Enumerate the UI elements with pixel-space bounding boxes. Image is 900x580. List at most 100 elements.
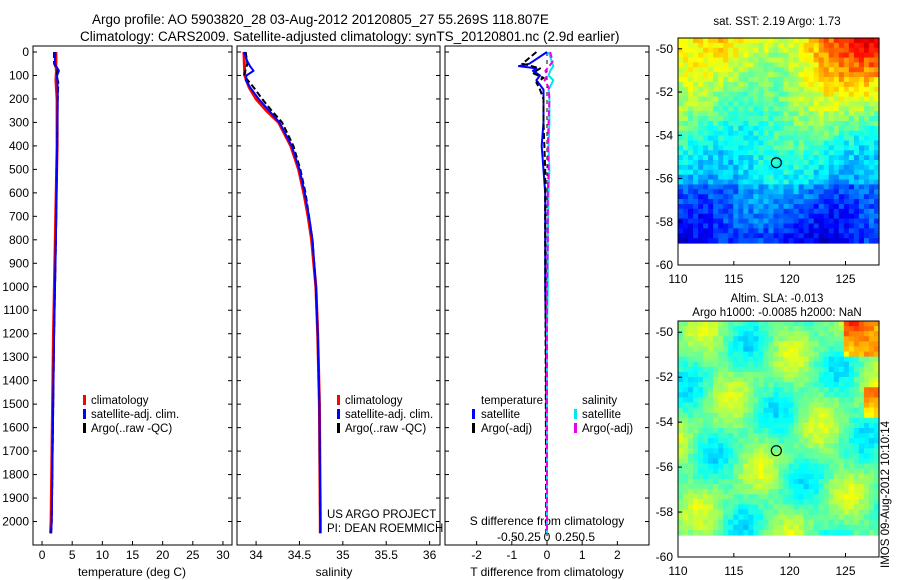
heatmap-cell: [693, 509, 699, 516]
heatmap-cell: [758, 382, 765, 388]
heatmap-cell: [778, 504, 785, 511]
y-tick-label: 1800: [2, 468, 29, 482]
heatmap-cell: [813, 120, 820, 127]
heatmap-cell: [678, 402, 684, 409]
heatmap-cell: [853, 489, 860, 495]
heatmap-cell: [738, 67, 744, 73]
heatmap-cell: [678, 453, 684, 460]
heatmap-cell: [753, 361, 760, 368]
heatmap-cell: [723, 160, 729, 166]
heatmap-cell: [708, 208, 714, 215]
heatmap-cell: [733, 218, 739, 225]
heatmap-cell: [858, 203, 865, 210]
heatmap-cell: [718, 160, 724, 166]
heatmap-cell: [843, 331, 850, 337]
heatmap-cell: [873, 135, 880, 142]
heatmap-cell: [863, 494, 870, 500]
heatmap-cell: [833, 101, 840, 107]
heatmap-cell: [763, 233, 770, 239]
heatmap-cell: [693, 194, 699, 200]
heatmap-cell: [733, 514, 739, 521]
heatmap-cell: [858, 377, 865, 383]
heatmap-cell: [828, 169, 835, 176]
heatmap-cell: [768, 223, 775, 229]
heatmap-cell: [813, 164, 820, 171]
heatmap-cell: [688, 428, 694, 434]
heatmap-cell: [853, 67, 860, 73]
heatmap-cell: [718, 238, 724, 244]
heatmap-cell: [818, 478, 825, 485]
heatmap-cell: [718, 494, 724, 500]
heatmap-cell: [873, 458, 880, 465]
heatmap-cell: [798, 199, 805, 205]
heatmap-cell: [833, 438, 840, 444]
heatmap-cell: [793, 422, 800, 429]
heatmap-cell: [808, 145, 815, 151]
heatmap-cell: [803, 228, 810, 234]
heatmap-cell: [788, 453, 795, 460]
heatmap-cell: [763, 238, 770, 244]
heatmap-cell: [793, 72, 800, 78]
heatmap-cell: [693, 484, 699, 490]
heatmap-cell: [678, 341, 684, 348]
heatmap-cell: [703, 72, 709, 78]
heatmap-cell: [858, 145, 865, 151]
heatmap-cell: [873, 336, 880, 342]
heatmap-cell: [778, 392, 785, 399]
heatmap-cell: [738, 155, 744, 161]
heatmap-cell: [678, 321, 684, 327]
heatmap-cell: [693, 135, 699, 142]
heatmap-cell: [708, 489, 714, 495]
y-tick-label: 1700: [2, 444, 29, 458]
heatmap-cell: [858, 422, 865, 429]
heatmap-cell: [768, 62, 775, 68]
heatmap-cell: [698, 371, 704, 378]
heatmap-cell: [708, 135, 714, 142]
x-tick-label: 15: [126, 548, 140, 562]
heatmap-cell: [823, 184, 830, 190]
heatmap-cell: [798, 179, 805, 186]
heatmap-cell: [808, 407, 815, 414]
heatmap-cell: [833, 428, 840, 434]
heatmap-cell: [788, 448, 795, 455]
heatmap-cell: [678, 62, 684, 68]
heatmap-cell: [828, 96, 835, 103]
heatmap-cell: [828, 341, 835, 348]
heatmap-cell: [873, 443, 880, 449]
heatmap-cell: [693, 116, 699, 122]
heatmap-cell: [863, 140, 870, 146]
heatmap-cell: [683, 228, 689, 234]
heatmap-cell: [678, 140, 684, 146]
heatmap-cell: [738, 331, 744, 337]
y-tick-label: -56: [656, 172, 674, 186]
heatmap-cell: [763, 494, 770, 500]
heatmap-cell: [763, 519, 770, 526]
heatmap-cell: [708, 346, 714, 353]
heatmap-cell: [803, 91, 810, 98]
heatmap-cell: [873, 150, 880, 156]
temperature-axes-frame: [32, 45, 233, 546]
heatmap-cell: [873, 377, 880, 383]
heatmap-cell: [818, 38, 825, 44]
heatmap-cell: [748, 81, 754, 88]
heatmap-cell: [858, 238, 865, 244]
heatmap-cell: [718, 341, 724, 348]
heatmap-cell: [733, 135, 739, 142]
heatmap-cell: [678, 356, 684, 363]
heatmap-cell: [723, 448, 729, 455]
heatmap-cell: [868, 101, 875, 107]
heatmap-cell: [868, 213, 875, 220]
heatmap-cell: [823, 351, 830, 358]
heatmap-cell: [788, 377, 795, 383]
heatmap-cell: [823, 111, 830, 117]
heatmap-cell: [733, 42, 739, 49]
heatmap-cell: [683, 164, 689, 171]
heatmap-cell: [748, 57, 754, 63]
heatmap-cell: [698, 377, 704, 383]
heatmap-cell: [803, 174, 810, 181]
heatmap-cell: [803, 509, 810, 516]
heatmap-cell: [833, 336, 840, 342]
heatmap-cell: [828, 199, 835, 205]
heatmap-cell: [853, 453, 860, 460]
heatmap-cell: [743, 228, 749, 234]
